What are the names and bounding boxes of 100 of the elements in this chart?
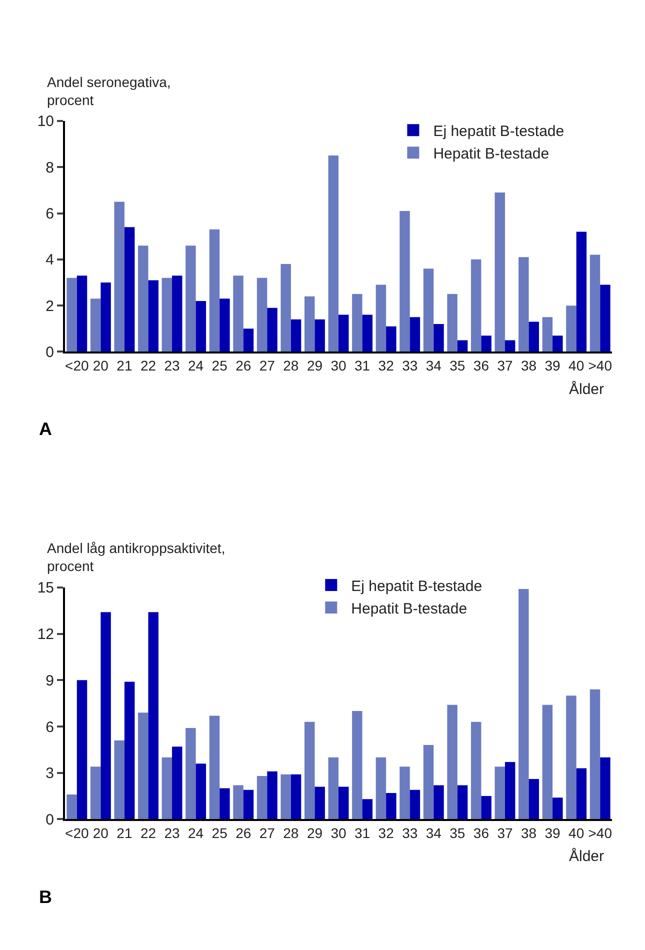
bar bbox=[400, 210, 410, 352]
legend-label: Ej hepatit B-testade bbox=[351, 578, 482, 595]
bar bbox=[576, 232, 587, 352]
x-tick-label: <20 bbox=[65, 358, 89, 374]
x-tick-label: <20 bbox=[65, 825, 89, 842]
x-tick-label: >40 bbox=[588, 825, 612, 842]
bar bbox=[447, 704, 458, 820]
y-tick-label: 8 bbox=[46, 159, 54, 176]
bar bbox=[457, 340, 468, 352]
y-tick-label: 6 bbox=[46, 206, 54, 223]
bar bbox=[267, 771, 278, 820]
bar bbox=[470, 722, 482, 820]
bar bbox=[114, 740, 124, 820]
y-tick-label: 0 bbox=[46, 344, 54, 361]
bar bbox=[352, 294, 362, 352]
bar bbox=[114, 202, 124, 352]
bar bbox=[172, 276, 182, 352]
bar bbox=[552, 798, 563, 820]
bar bbox=[328, 757, 338, 820]
bar bbox=[504, 340, 516, 352]
x-tick-label: 35 bbox=[450, 358, 466, 374]
x-tick-label: 23 bbox=[164, 825, 180, 842]
x-tick-label: 31 bbox=[354, 358, 370, 374]
bar bbox=[542, 704, 553, 820]
x-tick-label: 29 bbox=[306, 825, 323, 842]
y-tick-label: 4 bbox=[46, 252, 54, 269]
bar bbox=[566, 696, 576, 820]
bar bbox=[233, 785, 244, 820]
x-tick-label: 26 bbox=[236, 825, 252, 842]
bar bbox=[186, 728, 196, 820]
text: A bbox=[39, 419, 52, 439]
bar bbox=[423, 268, 434, 352]
bar bbox=[162, 278, 172, 352]
bar bbox=[290, 774, 302, 820]
bar bbox=[518, 257, 529, 352]
x-tick-label: 21 bbox=[116, 825, 132, 842]
x-tick-label: 29 bbox=[306, 358, 323, 374]
x-tick-label: 31 bbox=[354, 825, 370, 842]
x-tick-label: 33 bbox=[402, 358, 418, 374]
bar bbox=[233, 276, 244, 352]
bar bbox=[138, 246, 148, 352]
bar bbox=[76, 276, 88, 352]
bar bbox=[124, 227, 135, 352]
x-tick-label: 25 bbox=[212, 358, 228, 374]
bar bbox=[148, 612, 158, 820]
bar bbox=[209, 716, 220, 820]
x-tick-label: 32 bbox=[378, 358, 394, 374]
x-tick-label: 37 bbox=[497, 825, 513, 842]
bar bbox=[314, 319, 325, 352]
bar bbox=[481, 336, 492, 352]
bar bbox=[220, 788, 230, 820]
x-tick-label: 24 bbox=[188, 825, 204, 842]
bar bbox=[290, 319, 302, 352]
bar bbox=[280, 774, 291, 820]
bar bbox=[470, 259, 482, 352]
x-tick-label: 38 bbox=[520, 825, 537, 842]
x-tick-label: 23 bbox=[164, 358, 180, 374]
x-tick-label: 40 bbox=[568, 825, 584, 842]
bar bbox=[552, 336, 563, 352]
x-tick-label: 24 bbox=[188, 358, 204, 374]
x-tick-label: 25 bbox=[212, 825, 228, 842]
x-tick-label: 36 bbox=[473, 825, 490, 842]
bar bbox=[481, 796, 492, 820]
bar bbox=[542, 317, 553, 352]
bar bbox=[304, 722, 315, 820]
bar bbox=[410, 317, 420, 352]
y-tick-label: 9 bbox=[46, 672, 54, 690]
x-tick-label: 36 bbox=[473, 358, 490, 374]
bar bbox=[314, 786, 325, 820]
bar bbox=[410, 790, 420, 820]
x-tick-label: 32 bbox=[378, 825, 394, 842]
y-tick-label: 6 bbox=[46, 718, 54, 736]
bar bbox=[90, 766, 101, 820]
bar bbox=[528, 779, 539, 820]
bar bbox=[304, 296, 315, 352]
bar bbox=[566, 306, 576, 352]
x-tick-label: 40 bbox=[568, 358, 584, 374]
bar bbox=[148, 280, 158, 352]
x-tick-label: 30 bbox=[330, 825, 346, 842]
bar bbox=[494, 192, 505, 352]
bar bbox=[172, 746, 182, 820]
x-tick-label: 22 bbox=[140, 358, 156, 374]
x-axis-title: Ålder bbox=[569, 380, 604, 398]
bar bbox=[328, 156, 338, 352]
x-tick-label: 34 bbox=[426, 358, 442, 374]
bar bbox=[590, 254, 600, 352]
legend-label: Hepatit B-testade bbox=[351, 600, 468, 618]
bar bbox=[256, 776, 268, 820]
x-tick-label: 33 bbox=[402, 825, 418, 842]
bar bbox=[196, 300, 206, 352]
x-tick-label: 34 bbox=[426, 825, 442, 842]
x-tick-label: 39 bbox=[544, 358, 561, 374]
bar bbox=[220, 298, 230, 352]
bar bbox=[457, 785, 468, 820]
bar bbox=[447, 294, 458, 352]
bar bbox=[576, 768, 587, 820]
bar bbox=[362, 314, 373, 352]
bar bbox=[504, 762, 516, 820]
legend-label: Hepatit B-testade bbox=[433, 145, 550, 162]
x-tick-label: 27 bbox=[259, 825, 276, 842]
